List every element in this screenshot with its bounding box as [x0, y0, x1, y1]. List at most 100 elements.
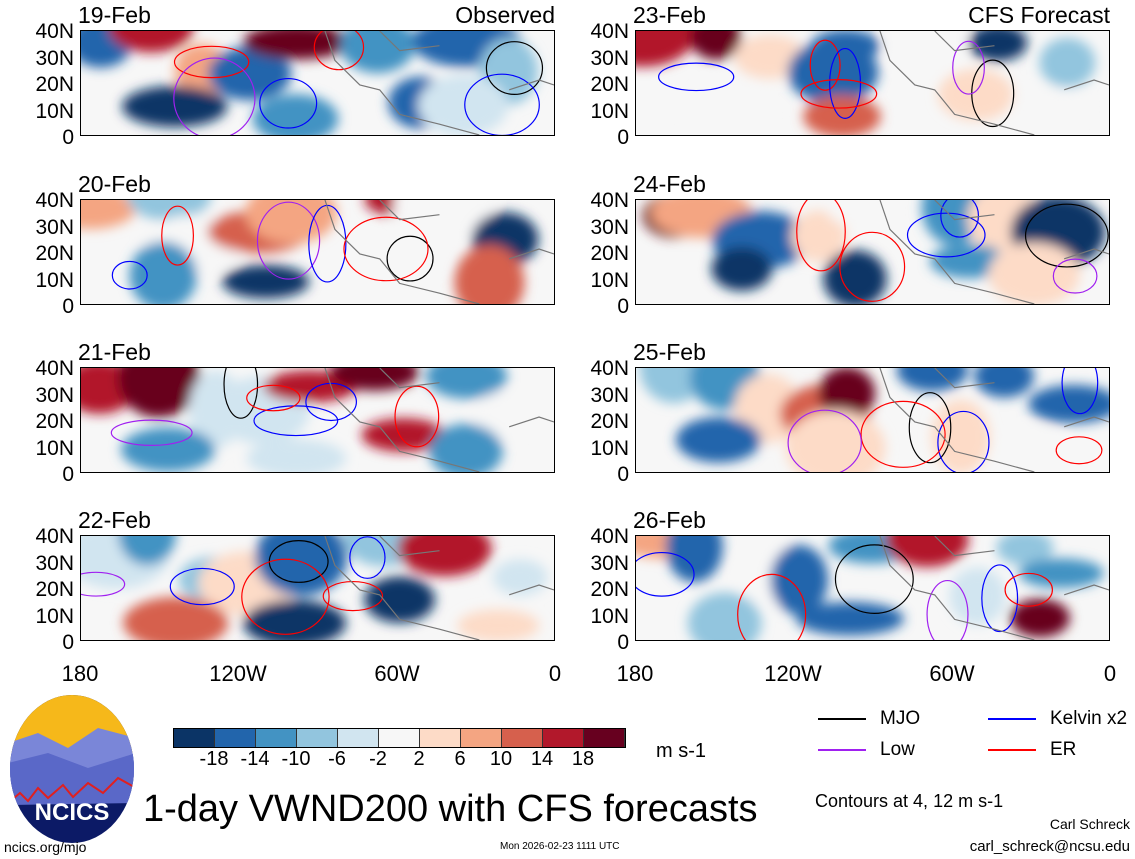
y-tick-label: 30N [35, 551, 74, 575]
anomaly-blob [222, 264, 310, 299]
contour-line [1055, 436, 1103, 465]
x-tick-label: 60W [374, 661, 420, 686]
y-tick-label: 10N [35, 99, 74, 123]
anomaly-blob [734, 34, 807, 79]
contours-note: Contours at 4, 12 m s-1 [815, 791, 1004, 811]
contour-line [256, 201, 321, 280]
contour-line [737, 573, 807, 640]
y-tick-label: 20N [590, 242, 629, 265]
coastline [324, 31, 554, 135]
anomaly-blob [770, 545, 829, 615]
contour-line [1061, 368, 1099, 415]
anomaly-blob [796, 601, 905, 636]
map-panel [635, 535, 1110, 641]
map-panel [80, 30, 555, 136]
legend-label: ER [1050, 739, 1077, 760]
colorbar-label: 14 [530, 748, 554, 770]
y-tick-label: 20N [590, 73, 629, 96]
contour-line [1024, 203, 1109, 268]
x-tick-label: 120W [209, 661, 267, 686]
y-tick-label: 0 [617, 295, 629, 318]
contour-line [796, 200, 846, 272]
colorbar-swatch [420, 729, 461, 747]
contour-line [1052, 258, 1098, 294]
y-tick-label: 0 [617, 126, 629, 149]
anomaly-blob [429, 423, 503, 472]
anomaly-blob [818, 368, 876, 420]
legend-line [988, 718, 1036, 720]
anomaly-blob [687, 592, 762, 640]
footer-author: Carl Schreck [1049, 816, 1130, 832]
anomaly-blob [492, 559, 548, 596]
y-tick-label: 30N [590, 383, 629, 407]
colorbar-swatch [461, 729, 502, 747]
contour-line [636, 551, 695, 597]
anomaly-blob [361, 418, 446, 452]
anomaly-blob [811, 31, 881, 62]
contour-line [305, 382, 357, 422]
observed-label: Observed [455, 2, 555, 28]
colorbar-swatch [297, 729, 338, 747]
y-tick-label: 30N [590, 551, 629, 575]
svg-text:NCICS: NCICS [35, 799, 110, 826]
contour-line [241, 558, 330, 635]
panel-date: 24-Feb [633, 171, 706, 197]
y-tick-label: 10N [35, 436, 74, 460]
panel-date: 22-Feb [78, 507, 151, 533]
y-tick-label: 30N [590, 215, 629, 239]
colorbar-swatch [174, 729, 215, 747]
contour-line [860, 400, 946, 468]
y-tick-label: 10N [590, 268, 629, 292]
contour-line [386, 235, 434, 282]
x-tick-label: 180 [61, 661, 99, 686]
anomaly-blob [108, 31, 194, 53]
contour-line [787, 409, 862, 472]
contour-line [253, 405, 339, 437]
colorbar-label: -14 [240, 748, 270, 770]
y-tick-label: 40N [590, 20, 629, 43]
y-tick-label: 10N [590, 604, 629, 628]
map-panel [635, 199, 1110, 305]
y-tick-label: 30N [35, 46, 74, 70]
anomaly-blob [938, 68, 1014, 121]
anomaly-blob [243, 31, 351, 60]
footer-timestamp: Mon 2026-02-23 1111 UTC [500, 841, 620, 852]
y-tick-label: 20N [35, 578, 74, 601]
contour-line [839, 231, 906, 302]
panel-date: 26-Feb [633, 507, 706, 533]
anomaly-blob [118, 536, 176, 566]
contour-line [161, 205, 194, 266]
anomaly-blob [454, 244, 525, 304]
ncics-logo: NCICS [10, 695, 134, 843]
legend-item: Low [818, 739, 915, 761]
anomaly-blob [949, 567, 1006, 626]
contour-line [259, 78, 318, 129]
colorbar-swatch [338, 729, 379, 747]
legend-label: MJO [880, 708, 921, 729]
y-tick-label: 20N [35, 410, 74, 433]
anomaly-blob [457, 609, 540, 640]
legend-line [988, 749, 1036, 751]
y-tick-label: 0 [62, 126, 74, 149]
y-tick-label: 40N [35, 189, 74, 212]
colorbar-label: -6 [328, 748, 346, 770]
anomaly-blob [1039, 37, 1096, 88]
footer-url: ncics.org/mjo [4, 839, 87, 855]
anomaly-blob [1018, 558, 1104, 589]
y-tick-label: 40N [35, 20, 74, 43]
anomaly-blob [340, 31, 415, 74]
y-tick-label: 20N [35, 73, 74, 96]
y-tick-label: 20N [590, 578, 629, 601]
y-tick-label: 20N [35, 242, 74, 265]
colorbar-swatch [584, 729, 625, 747]
anomaly-blob [974, 368, 1035, 398]
colorbar-label: -2 [369, 748, 387, 770]
anomaly-blob [246, 439, 347, 472]
anomaly-blob [425, 368, 508, 399]
anomaly-blob [675, 417, 761, 463]
coastline [879, 368, 1109, 472]
anomaly-blob [968, 31, 1028, 62]
contour-line [246, 384, 301, 412]
anomaly-blob [123, 597, 229, 640]
